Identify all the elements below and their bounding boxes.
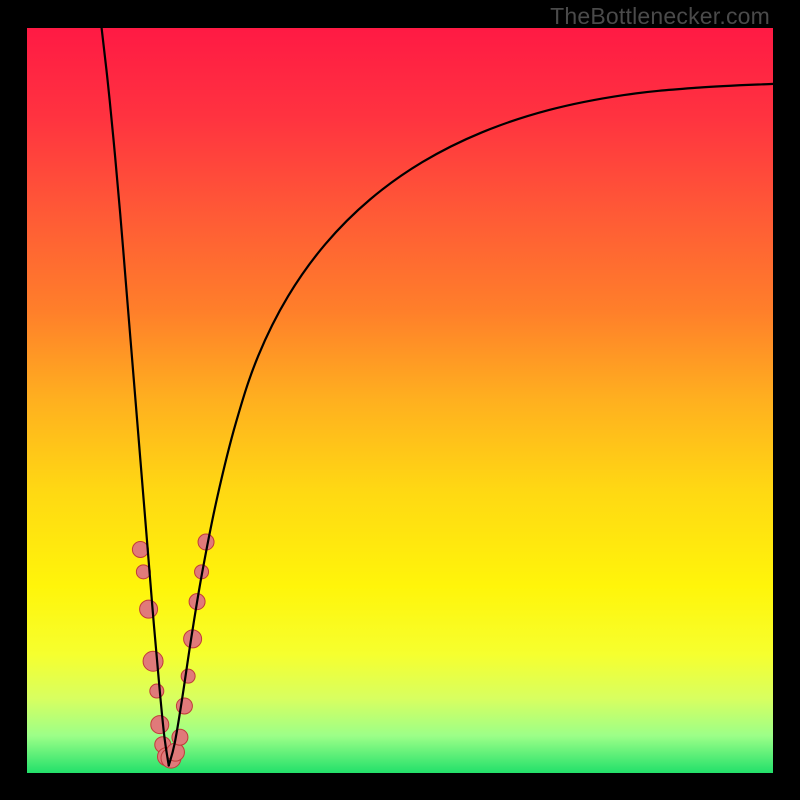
data-marker [143, 651, 163, 671]
curve-right-branch [169, 84, 773, 766]
plot-area [27, 28, 773, 773]
chart-frame [0, 0, 800, 800]
data-marker [166, 743, 184, 761]
watermark-text: TheBottlenecker.com [550, 3, 770, 30]
data-marker [151, 716, 169, 734]
bottleneck-curve-svg [27, 28, 773, 773]
data-marker [181, 669, 195, 683]
data-marker [150, 684, 164, 698]
data-marker [140, 600, 158, 618]
data-marker [176, 698, 192, 714]
data-marker [132, 542, 148, 558]
